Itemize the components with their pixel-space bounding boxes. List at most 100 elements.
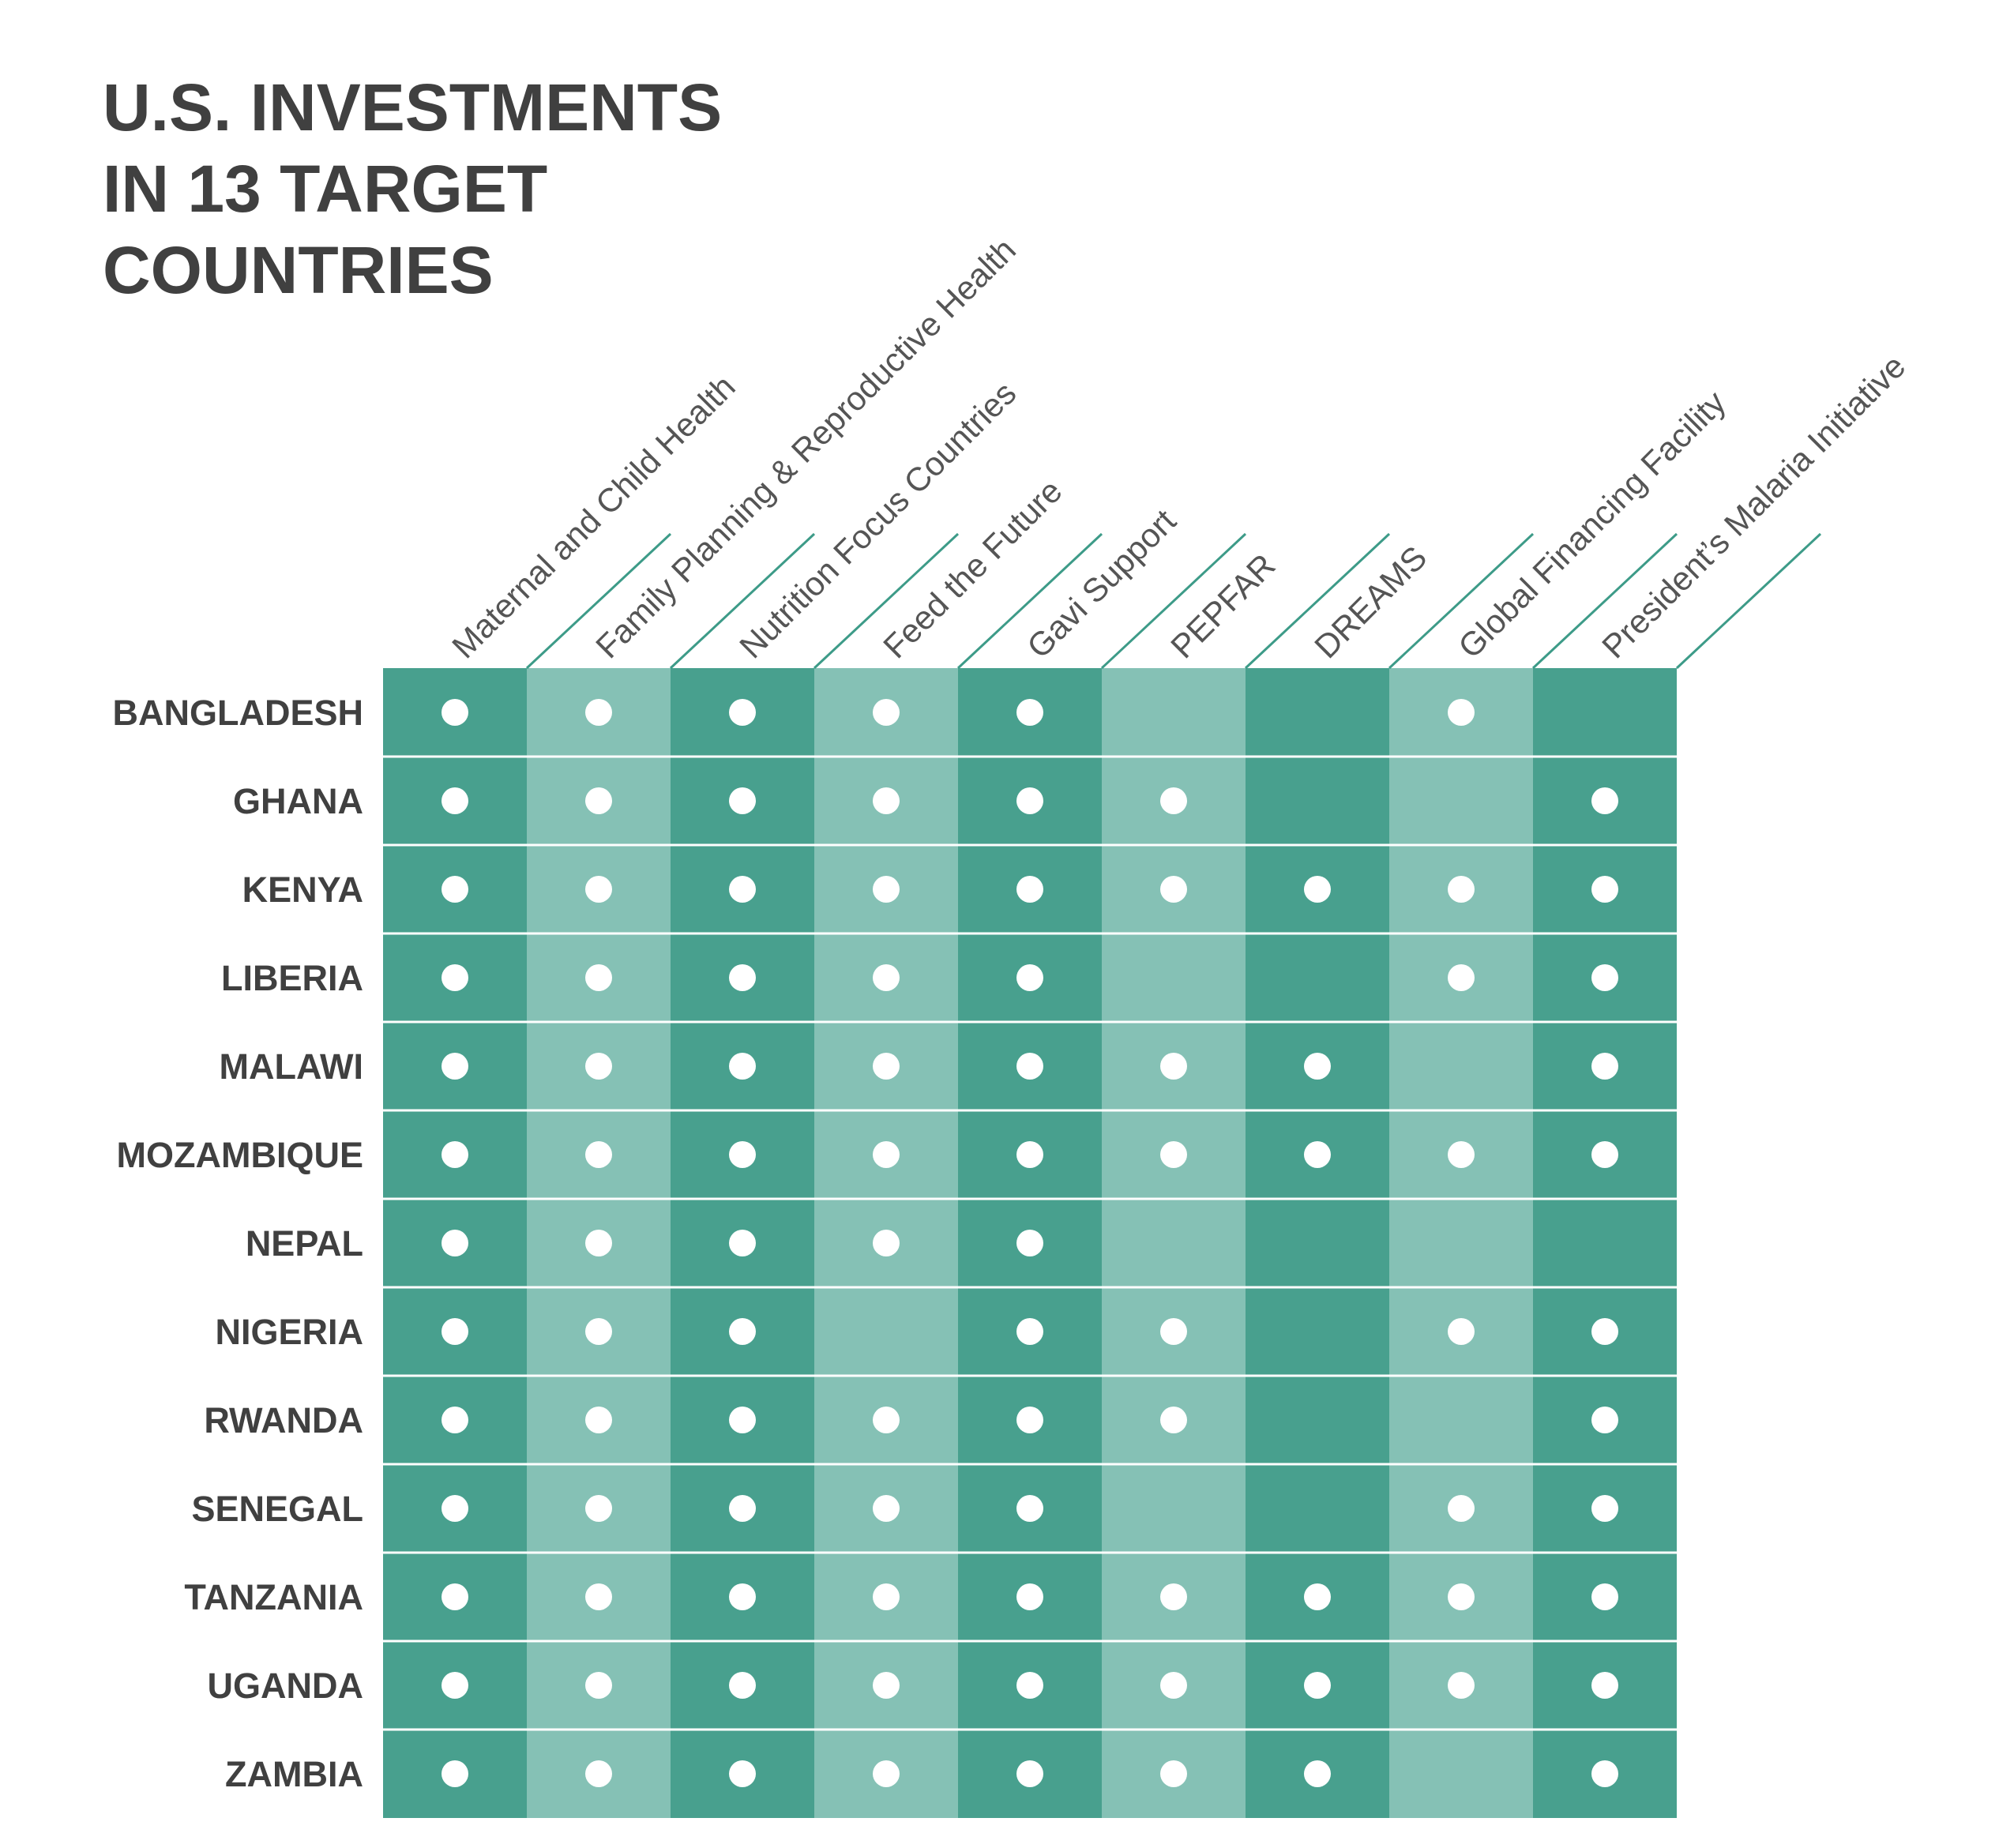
investment-dot: [729, 876, 756, 903]
investment-dot: [1160, 1583, 1187, 1610]
investment-dot: [873, 1407, 900, 1433]
investment-dot: [1160, 787, 1187, 814]
column-background: [1102, 668, 1246, 1818]
row-label: SENEGAL: [191, 1489, 363, 1529]
investment-dot: [1448, 1583, 1475, 1610]
investment-dot: [585, 1318, 612, 1345]
investment-dot: [1016, 964, 1043, 991]
investment-dot: [1016, 699, 1043, 726]
investment-dot: [1448, 699, 1475, 726]
investment-dot: [873, 1053, 900, 1080]
investment-dot: [729, 699, 756, 726]
row-label: BANGLADESH: [112, 693, 363, 733]
column-header-line: [956, 532, 1103, 670]
investment-dot: [873, 1495, 900, 1522]
investment-dot: [1591, 964, 1618, 991]
investment-dot: [1591, 1760, 1618, 1787]
investment-dot: [1304, 1141, 1331, 1168]
row-label: NIGERIA: [215, 1312, 363, 1352]
investment-dot: [1591, 1495, 1618, 1522]
investment-dot: [442, 1495, 468, 1522]
investment-dot: [1016, 1053, 1043, 1080]
column-background: [1246, 668, 1389, 1818]
investment-dot: [1160, 1318, 1187, 1345]
investment-dot: [442, 1141, 468, 1168]
investment-dot: [1016, 1230, 1043, 1256]
investment-dot: [585, 1583, 612, 1610]
investment-dot: [1448, 964, 1475, 991]
chart-title-line: U.S. INVESTMENTS: [103, 70, 723, 145]
investment-dot: [873, 699, 900, 726]
column-header-line: [1675, 532, 1822, 670]
column-label: Gavi Support: [1020, 502, 1183, 666]
investment-dot: [585, 787, 612, 814]
investment-dot: [1160, 1141, 1187, 1168]
investment-dot: [729, 1318, 756, 1345]
investment-dot: [1304, 1760, 1331, 1787]
investment-dot: [1016, 876, 1043, 903]
row-label: UGANDA: [208, 1666, 364, 1706]
investment-dot: [1448, 876, 1475, 903]
investment-dot: [585, 964, 612, 991]
column-label: Nutrition Focus Countries: [732, 374, 1023, 665]
investment-dot: [729, 1053, 756, 1080]
investment-dot: [873, 1760, 900, 1787]
column-header-lines: [525, 532, 1822, 670]
investment-dot: [729, 1230, 756, 1256]
investment-dot: [1016, 1318, 1043, 1345]
investment-dot: [1591, 876, 1618, 903]
investment-dot: [1591, 1583, 1618, 1610]
investment-dot: [873, 964, 900, 991]
investment-dot: [729, 1760, 756, 1787]
chart-title-line: COUNTRIES: [103, 233, 494, 307]
investment-dot: [585, 1141, 612, 1168]
investment-dot: [873, 1583, 900, 1610]
investment-dot: [585, 1053, 612, 1080]
column-label: DREAMS: [1307, 539, 1433, 665]
chart-title-line: IN 13 TARGET: [103, 152, 548, 226]
investment-dot: [442, 1760, 468, 1787]
investment-dot: [1304, 1583, 1331, 1610]
investment-dot: [1160, 1760, 1187, 1787]
investment-dot: [442, 1318, 468, 1345]
investment-dot: [1160, 1672, 1187, 1699]
investment-dot: [442, 699, 468, 726]
column-header-line: [525, 532, 672, 670]
investment-dot: [873, 787, 900, 814]
investment-dot: [1016, 1407, 1043, 1433]
investment-dot: [1591, 1318, 1618, 1345]
investment-dot: [442, 787, 468, 814]
investment-dot: [1016, 1495, 1043, 1522]
row-label: NEPAL: [246, 1223, 363, 1264]
investment-dot: [1591, 1141, 1618, 1168]
column-label: PEPFAR: [1163, 547, 1282, 665]
investment-dot: [585, 1760, 612, 1787]
investment-dot: [585, 1672, 612, 1699]
investment-dot: [442, 1230, 468, 1256]
investment-dot: [729, 964, 756, 991]
investment-dot: [442, 876, 468, 903]
investment-dot: [585, 1495, 612, 1522]
investment-dot: [729, 787, 756, 814]
investment-dot: [442, 1053, 468, 1080]
investment-dot: [1591, 787, 1618, 814]
investment-dot: [1016, 1583, 1043, 1610]
investment-dot: [873, 1230, 900, 1256]
investment-dot: [585, 876, 612, 903]
investment-dot: [729, 1495, 756, 1522]
investment-dot: [442, 964, 468, 991]
investment-dot: [729, 1672, 756, 1699]
investment-dot: [442, 1407, 468, 1433]
row-label: MALAWI: [220, 1046, 363, 1087]
investment-dot: [873, 876, 900, 903]
column-label: Maternal and Child Health: [445, 368, 742, 666]
investment-dot: [585, 1407, 612, 1433]
investment-dot: [1304, 1672, 1331, 1699]
investment-dot: [729, 1141, 756, 1168]
row-label: ZAMBIA: [225, 1754, 363, 1794]
investment-dot: [1160, 876, 1187, 903]
row-label: KENYA: [242, 870, 363, 910]
investment-dot: [1591, 1672, 1618, 1699]
